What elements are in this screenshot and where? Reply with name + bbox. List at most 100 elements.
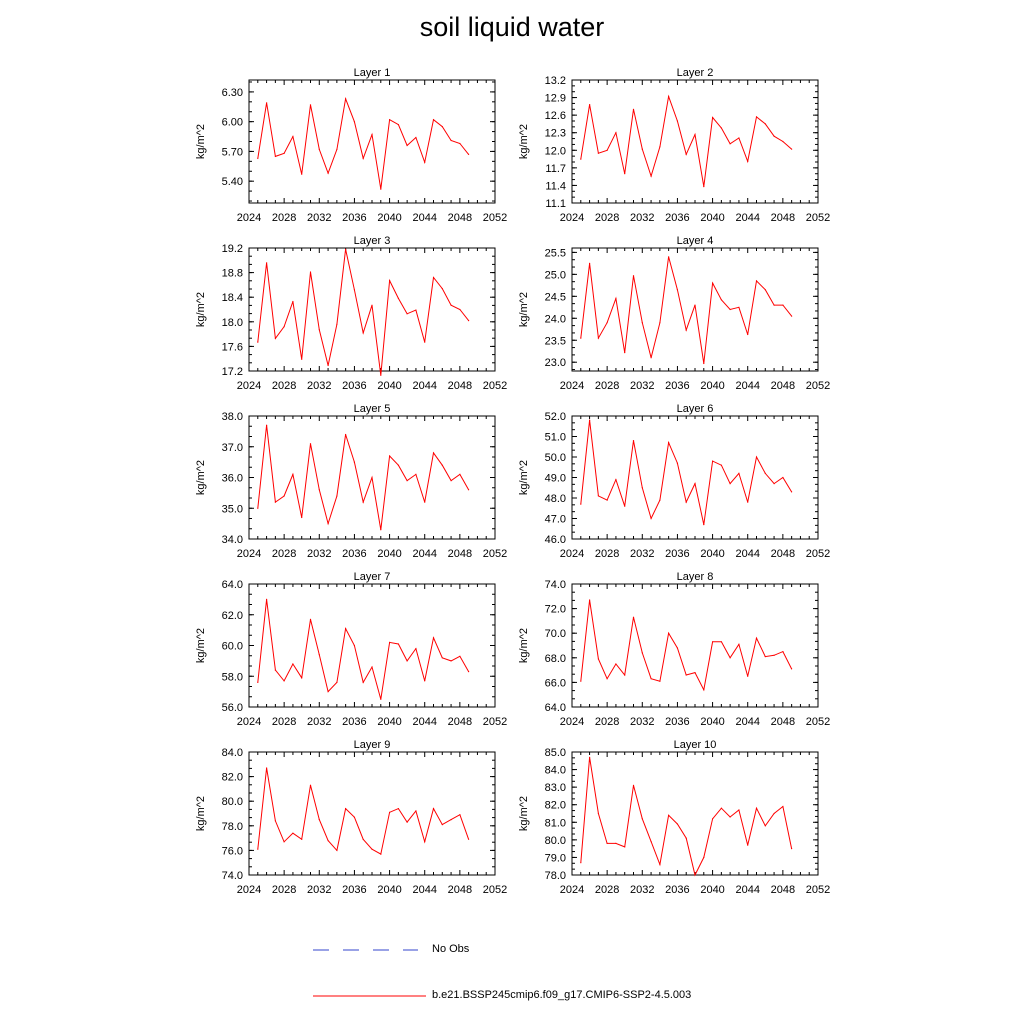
x-tick-label: 2048 (771, 212, 795, 224)
x-tick-label: 2036 (665, 380, 689, 392)
data-point (589, 419, 591, 421)
legend-obs: No Obs (312, 942, 732, 958)
x-tick-label: 2036 (665, 884, 689, 896)
data-point (309, 443, 312, 445)
data-point (336, 849, 338, 852)
chart-panel-10: Layer 10 kg/m^2 2024 2028 2032 2036 2040 2044 20… (518, 739, 830, 896)
data-point (441, 657, 443, 659)
data-point (694, 672, 696, 674)
data-point (791, 668, 793, 670)
data-point (336, 323, 338, 325)
data-point (641, 487, 643, 489)
data-point (318, 489, 320, 491)
chart-panel-1: Layer 1 kg/m^2 2024 2028 2032 2036 2040 2044 204… (195, 67, 507, 224)
x-tick-label: 2052 (483, 212, 507, 224)
data-point (450, 139, 452, 142)
data-point (292, 300, 294, 303)
data-point (257, 507, 259, 509)
x-tick-label: 2032 (307, 548, 331, 560)
x-tick-label: 2048 (448, 212, 472, 224)
y-tick-label: 11.1 (545, 198, 566, 210)
data-point (406, 144, 408, 147)
legend-model: b.e21.BSSP245cmip6.f09_g17.CMIP6-SSP2-4.… (312, 988, 732, 1004)
x-tick-label: 2048 (448, 716, 472, 728)
data-point (597, 152, 600, 154)
data-point (729, 483, 731, 485)
x-tick-label: 2028 (595, 884, 619, 896)
data-point (676, 647, 679, 649)
y-tick-label: 72.0 (545, 604, 566, 616)
data-point (283, 326, 285, 328)
chart-panel-3: Layer 3 kg/m^2 2024 2028 2032 2036 2040 2044 204… (195, 235, 507, 392)
y-tick-label: 34.0 (222, 534, 243, 546)
data-point (309, 618, 312, 621)
data-point (791, 315, 793, 317)
data-point (685, 153, 687, 155)
x-tick-label: 2028 (272, 380, 296, 392)
data-point (632, 784, 635, 787)
x-tick-label: 2032 (307, 884, 331, 896)
data-point (389, 455, 391, 457)
data-point (624, 173, 626, 175)
y-tick-label: 76.0 (222, 845, 243, 857)
data-point (406, 821, 408, 823)
data-point (441, 126, 443, 128)
y-tick-label: 84.0 (545, 765, 566, 777)
data-point (468, 489, 470, 491)
data-point (615, 663, 617, 665)
data-point (791, 491, 793, 493)
data-point (274, 337, 276, 339)
x-tick-label: 2024 (237, 212, 261, 224)
series-line (580, 420, 793, 525)
x-tick-label: 2052 (806, 716, 830, 728)
x-tick-label: 2052 (806, 380, 830, 392)
data-point (580, 158, 582, 160)
y-tick-label: 12.0 (545, 145, 566, 157)
data-point (441, 464, 443, 466)
data-point (641, 652, 643, 654)
data-point (283, 841, 285, 843)
data-point (580, 337, 582, 339)
data-point (747, 333, 749, 336)
y-tick-label: 51.0 (545, 432, 566, 444)
data-point (389, 119, 391, 121)
x-tick-label: 2040 (700, 212, 724, 224)
panel-title: Layer 9 (354, 739, 391, 751)
data-point (729, 143, 731, 145)
panel-title: Layer 4 (677, 235, 714, 247)
x-tick-label: 2048 (771, 716, 795, 728)
x-tick-label: 2036 (342, 380, 366, 392)
x-tick-label: 2036 (342, 716, 366, 728)
data-point (747, 160, 749, 162)
x-tick-label: 2032 (307, 380, 331, 392)
x-tick-label: 2024 (560, 548, 584, 560)
data-point (362, 838, 364, 840)
data-point (468, 838, 470, 840)
series-line (257, 249, 469, 376)
data-point (773, 654, 775, 656)
data-point (632, 108, 635, 110)
data-point (685, 674, 687, 676)
data-point (606, 842, 608, 845)
data-point (266, 262, 268, 264)
data-point (650, 175, 652, 177)
plot-frame (571, 247, 819, 372)
data-point (703, 856, 705, 859)
data-point (659, 146, 661, 148)
y-tick-label: 78.0 (222, 821, 243, 833)
data-point (597, 495, 600, 497)
x-tick-label: 2024 (560, 884, 584, 896)
x-tick-label: 2024 (237, 716, 261, 728)
data-point (668, 442, 670, 444)
y-axis-label: kg/m^2 (518, 124, 530, 159)
x-tick-label: 2032 (630, 380, 654, 392)
data-point (712, 818, 714, 820)
data-point (694, 874, 696, 876)
x-tick-label: 2036 (665, 716, 689, 728)
data-point (685, 837, 687, 839)
data-point (782, 476, 784, 479)
chart-panel-9: Layer 9 kg/m^2 2024 2028 2032 2036 2040 2044 204… (195, 739, 507, 896)
y-tick-label: 12.3 (545, 128, 566, 140)
x-tick-label: 2036 (342, 884, 366, 896)
data-point (632, 616, 635, 618)
